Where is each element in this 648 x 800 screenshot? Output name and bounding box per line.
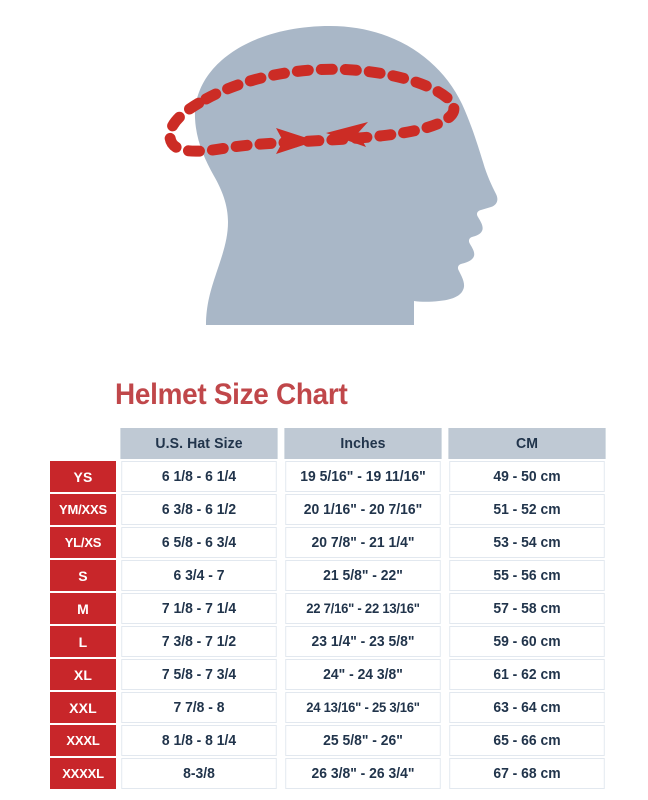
cm-value: 55 - 56 cm [449,560,605,591]
measuring-band [164,63,460,157]
size-label: XXL [50,692,116,723]
hat-size-value: 6 3/8 - 6 1/2 [121,494,277,525]
inches-value: 21 5/8" - 22" [285,560,441,591]
table-row: M 7 1/8 - 7 1/4 22 7/16" - 22 13/16" 57 … [50,593,608,624]
size-label: M [50,593,116,624]
hat-size-value: 7 5/8 - 7 3/4 [121,659,277,690]
size-label: YM/XXS [50,494,116,525]
cm-value: 49 - 50 cm [449,461,605,492]
hat-size-value: 6 5/8 - 6 3/4 [121,527,277,558]
size-label: XXXL [50,725,116,756]
inches-value: 24 13/16" - 25 3/16" [285,692,441,723]
size-label: S [50,560,116,591]
table-row: XXXL 8 1/8 - 8 1/4 25 5/8" - 26" 65 - 66… [50,725,608,756]
column-header-inches: Inches [284,428,442,459]
hat-size-value: 7 1/8 - 7 1/4 [121,593,277,624]
inches-value: 23 1/4" - 23 5/8" [285,626,441,657]
cm-value: 67 - 68 cm [449,758,605,789]
cm-value: 59 - 60 cm [449,626,605,657]
table-row: XXXXL 8-3/8 26 3/8" - 26 3/4" 67 - 68 cm [50,758,608,789]
table-row: YL/XS 6 5/8 - 6 3/4 20 7/8" - 21 1/4" 53… [50,527,608,558]
inches-value: 22 7/16" - 22 13/16" [285,593,441,624]
arrow-left-icon [326,122,368,147]
cm-value: 63 - 64 cm [449,692,605,723]
table-row: XXL 7 7/8 - 8 24 13/16" - 25 3/16" 63 - … [50,692,608,723]
inches-value: 25 5/8" - 26" [285,725,441,756]
table-row: XL 7 5/8 - 7 3/4 24" - 24 3/8" 61 - 62 c… [50,659,608,690]
page-title: Helmet Size Chart [115,378,348,411]
cm-value: 57 - 58 cm [449,593,605,624]
table-body: YS 6 1/8 - 6 1/4 19 5/16" - 19 11/16" 49… [50,461,608,789]
column-header-hat-size: U.S. Hat Size [120,428,278,459]
table-row: YM/XXS 6 3/8 - 6 1/2 20 1/16" - 20 7/16"… [50,494,608,525]
inches-value: 24" - 24 3/8" [285,659,441,690]
hat-size-value: 6 1/8 - 6 1/4 [121,461,277,492]
hat-size-value: 7 3/8 - 7 1/2 [121,626,277,657]
cm-value: 61 - 62 cm [449,659,605,690]
inches-value: 20 7/8" - 21 1/4" [285,527,441,558]
table-row: S 6 3/4 - 7 21 5/8" - 22" 55 - 56 cm [50,560,608,591]
hat-size-value: 7 7/8 - 8 [121,692,277,723]
cm-value: 51 - 52 cm [449,494,605,525]
table-header-row: U.S. Hat Size Inches CM [50,428,608,459]
arrow-right-icon [276,128,316,154]
measuring-band-path [164,63,460,157]
cm-value: 65 - 66 cm [449,725,605,756]
table-corner-cell [50,428,116,459]
size-label: L [50,626,116,657]
hat-size-value: 8-3/8 [121,758,277,789]
inches-value: 20 1/16" - 20 7/16" [285,494,441,525]
hat-size-value: 8 1/8 - 8 1/4 [121,725,277,756]
column-header-cm: CM [448,428,606,459]
table-row: L 7 3/8 - 7 1/2 23 1/4" - 23 5/8" 59 - 6… [50,626,608,657]
helmet-size-table: U.S. Hat Size Inches CM YS 6 1/8 - 6 1/4… [48,426,610,791]
table-row: YS 6 1/8 - 6 1/4 19 5/16" - 19 11/16" 49… [50,461,608,492]
hat-size-value: 6 3/4 - 7 [121,560,277,591]
size-label: YS [50,461,116,492]
inches-value: 26 3/8" - 26 3/4" [285,758,441,789]
size-label: XXXXL [50,758,116,789]
cm-value: 53 - 54 cm [449,527,605,558]
head-silhouette [194,26,498,325]
size-label: XL [50,659,116,690]
size-label: YL/XS [50,527,116,558]
head-measurement-illustration [0,0,648,360]
inches-value: 19 5/16" - 19 11/16" [285,461,441,492]
